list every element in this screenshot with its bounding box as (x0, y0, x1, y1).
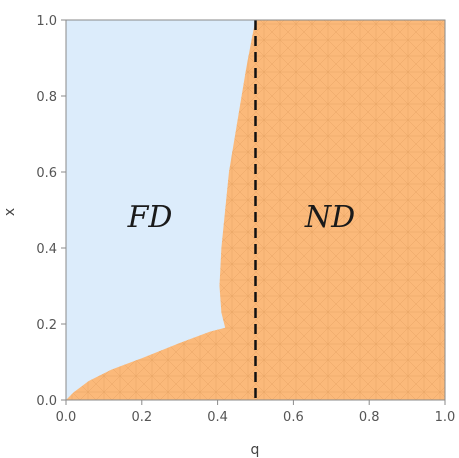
y-tick-label: 1.0 (36, 14, 57, 29)
nd-region-hatch (66, 20, 445, 400)
x-tick-label: 0.2 (131, 410, 152, 425)
y-tick-label: 0.4 (36, 242, 57, 257)
x-tick-label: 0.4 (207, 410, 228, 425)
x-tick-label: 0.0 (56, 410, 77, 425)
y-tick-label: 0.0 (36, 394, 57, 409)
y-axis-ticks: 0.0 0.2 0.4 0.6 0.8 1.0 (36, 14, 66, 409)
y-tick-label: 0.6 (36, 166, 57, 181)
y-tick-label: 0.2 (36, 318, 57, 333)
x-tick-label: 1.0 (435, 410, 456, 425)
plot-frame (65, 19, 446, 401)
x-tick-label: 0.6 (283, 410, 304, 425)
y-tick-label: 0.8 (36, 90, 57, 105)
x-axis-label: q (251, 442, 260, 458)
x-axis-ticks: 0.0 0.2 0.4 0.6 0.8 1.0 (56, 400, 456, 425)
y-axis-label: x (2, 208, 18, 216)
region-label-fd: FD (127, 200, 173, 235)
x-tick-label: 0.8 (359, 410, 380, 425)
region-label-nd: ND (304, 200, 355, 235)
